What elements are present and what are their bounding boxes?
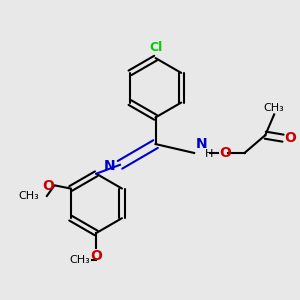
Text: N: N bbox=[196, 137, 207, 152]
Text: Cl: Cl bbox=[149, 40, 162, 54]
Text: CH₃: CH₃ bbox=[70, 255, 90, 265]
Text: O: O bbox=[219, 146, 231, 160]
Text: CH₃: CH₃ bbox=[264, 103, 284, 113]
Text: O: O bbox=[284, 131, 296, 145]
Text: O: O bbox=[90, 249, 102, 263]
Text: O: O bbox=[42, 178, 54, 193]
Text: N: N bbox=[104, 159, 116, 173]
Text: H: H bbox=[205, 149, 213, 159]
Text: CH₃: CH₃ bbox=[19, 191, 40, 201]
